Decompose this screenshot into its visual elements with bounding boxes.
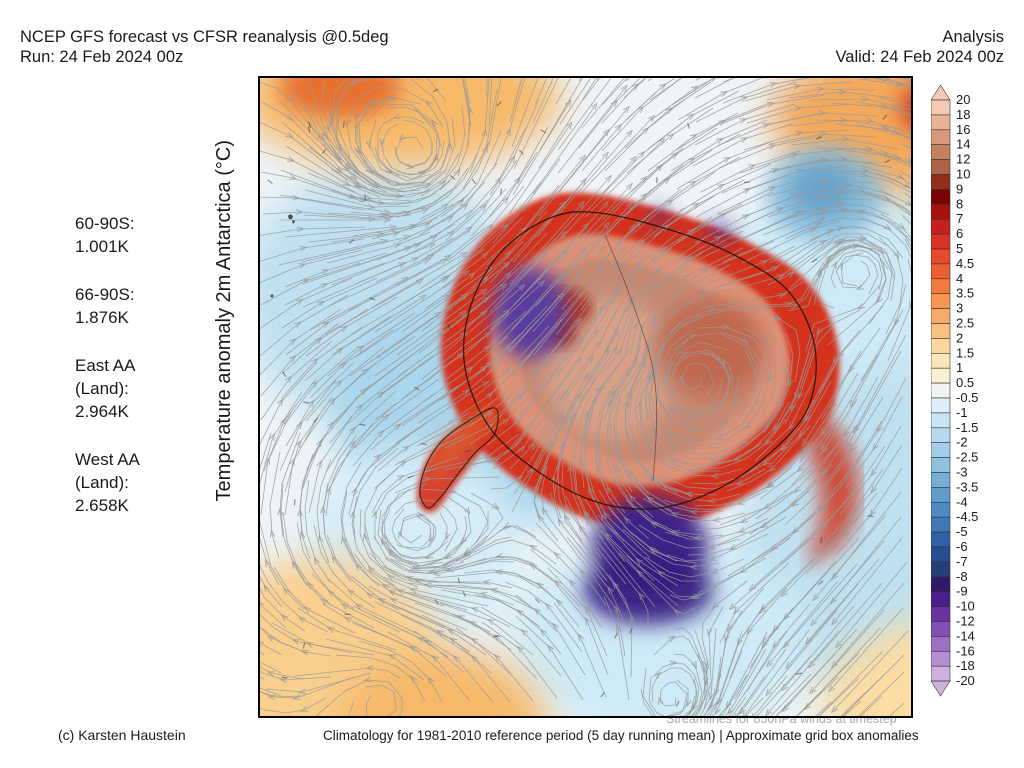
svg-text:6: 6 [956, 226, 963, 241]
svg-text:-4.5: -4.5 [956, 509, 978, 524]
svg-text:-1.5: -1.5 [956, 420, 978, 435]
svg-text:5: 5 [956, 241, 963, 256]
svg-text:8: 8 [956, 196, 963, 211]
svg-text:-2.5: -2.5 [956, 450, 978, 465]
svg-text:2: 2 [956, 330, 963, 345]
svg-text:2.5: 2.5 [956, 316, 974, 331]
svg-text:-10: -10 [956, 599, 975, 614]
svg-text:-7: -7 [956, 554, 968, 569]
svg-text:12: 12 [956, 152, 970, 167]
svg-text:-2: -2 [956, 435, 968, 450]
svg-text:-8: -8 [956, 569, 968, 584]
svg-text:10: 10 [956, 167, 970, 182]
svg-text:-6: -6 [956, 539, 968, 554]
svg-text:16: 16 [956, 122, 970, 137]
svg-text:4: 4 [956, 271, 963, 286]
svg-text:-9: -9 [956, 584, 968, 599]
svg-text:-3.5: -3.5 [956, 479, 978, 494]
svg-text:-12: -12 [956, 614, 975, 629]
svg-text:4.5: 4.5 [956, 256, 974, 271]
svg-text:-0.5: -0.5 [956, 390, 978, 405]
svg-text:3: 3 [956, 301, 963, 316]
svg-text:1: 1 [956, 360, 963, 375]
svg-text:-14: -14 [956, 628, 975, 643]
svg-text:3.5: 3.5 [956, 286, 974, 301]
svg-text:-3: -3 [956, 465, 968, 480]
svg-text:-4: -4 [956, 494, 968, 509]
svg-text:18: 18 [956, 107, 970, 122]
svg-text:-16: -16 [956, 643, 975, 658]
svg-text:1.5: 1.5 [956, 345, 974, 360]
svg-text:-20: -20 [956, 673, 975, 688]
svg-text:0.5: 0.5 [956, 375, 974, 390]
svg-text:20: 20 [956, 92, 970, 107]
svg-text:-1: -1 [956, 405, 968, 420]
svg-text:9: 9 [956, 181, 963, 196]
svg-text:7: 7 [956, 211, 963, 226]
svg-text:14: 14 [956, 137, 970, 152]
svg-text:-18: -18 [956, 658, 975, 673]
svg-text:-5: -5 [956, 524, 968, 539]
